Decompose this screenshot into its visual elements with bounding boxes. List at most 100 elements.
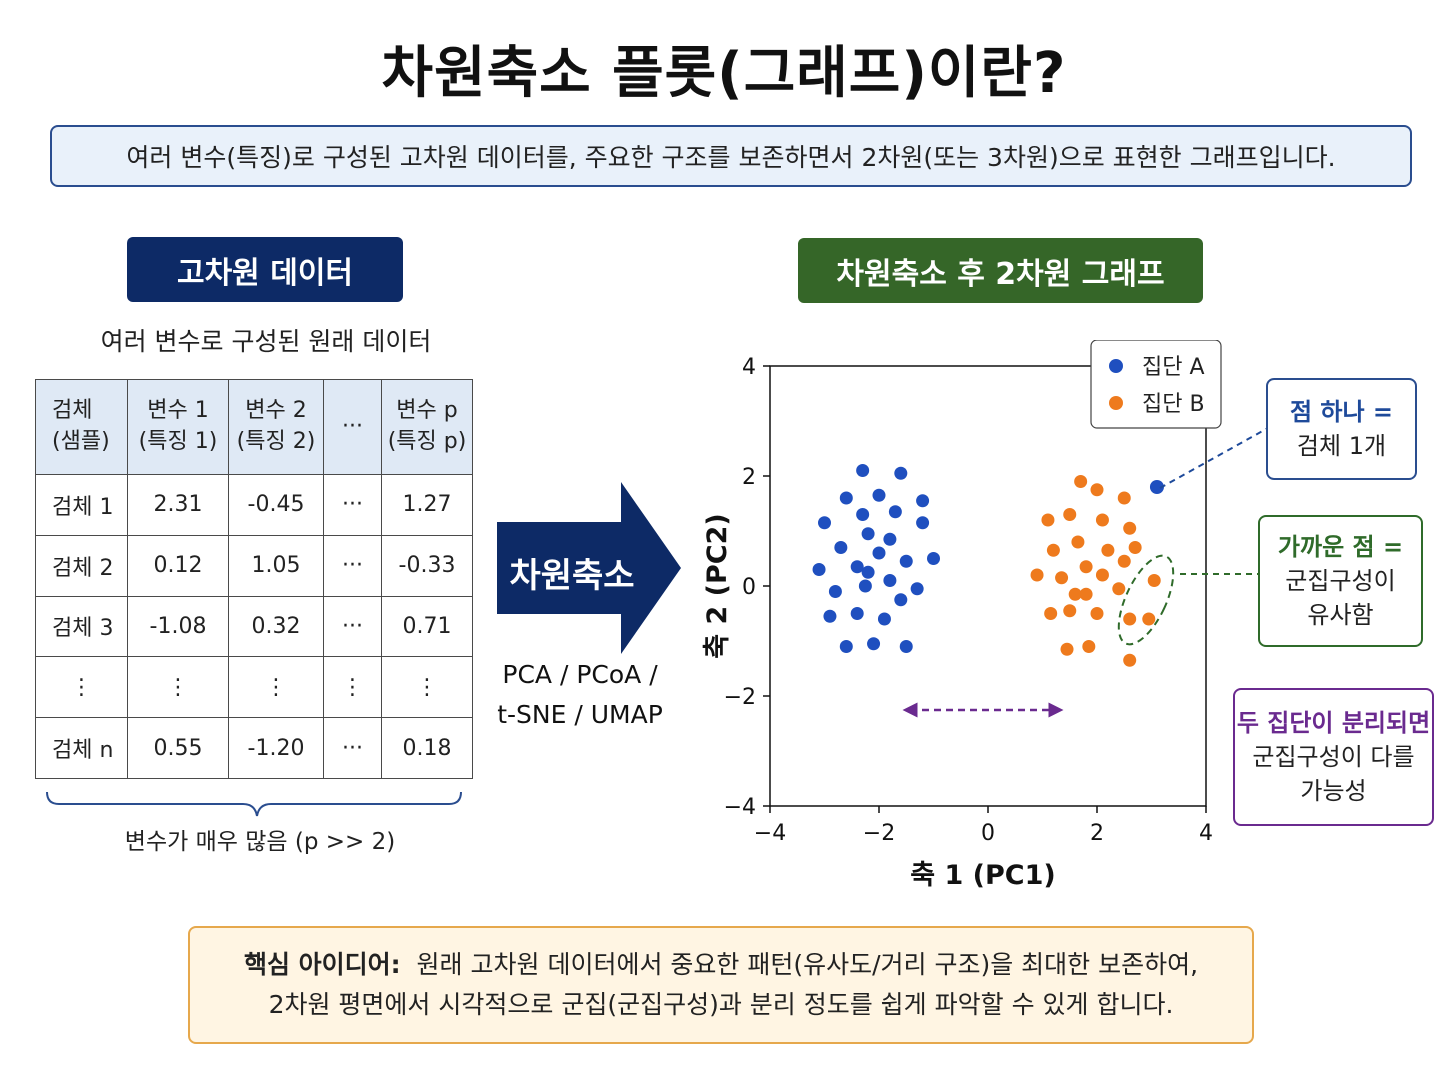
table-cell: ⋮ xyxy=(228,656,324,719)
point-group-a xyxy=(910,582,924,596)
point-group-a xyxy=(834,541,848,554)
point-group-b xyxy=(1046,543,1060,557)
reduced-graph-header: 차원축소 후 2차원 그래프 xyxy=(798,238,1203,303)
table-cell: -0.33 xyxy=(381,534,473,597)
reduction-arrow-icon xyxy=(497,482,681,654)
subtitle-box: 여러 변수(특징)로 구성된 고차원 데이터를, 주요한 구조를 보존하면서 2… xyxy=(50,125,1412,187)
point-group-b xyxy=(1112,582,1126,596)
table-cell: ··· xyxy=(323,474,382,536)
point-group-a xyxy=(839,491,853,505)
callout-close-points: 가까운 점 = 군집구성이 유사함 xyxy=(1258,515,1423,647)
point-group-b xyxy=(1030,568,1044,582)
table-cell: -0.45 xyxy=(228,474,324,536)
point-group-a xyxy=(828,585,842,598)
table-cell: 2.31 xyxy=(127,474,229,536)
table-cell: ⋮ xyxy=(127,656,229,719)
legend-marker-b xyxy=(1109,396,1123,410)
close-points-ellipse xyxy=(1117,554,1175,646)
callout-body: 군집구성이 다를 xyxy=(1252,743,1415,771)
point-group-b xyxy=(1147,574,1161,587)
point-group-a xyxy=(839,640,853,653)
point-group-a xyxy=(894,466,908,480)
table-cell: 검체 2 xyxy=(35,534,128,597)
callout-body: 유사함 xyxy=(1307,601,1374,629)
callout-body: 군집구성이 xyxy=(1285,567,1396,595)
point-group-b xyxy=(1071,535,1085,549)
key-idea-line-1: 핵심 아이디어: 원래 고차원 데이터에서 중요한 패턴(유사도/거리 구조)을… xyxy=(243,950,1199,979)
legend-marker-a xyxy=(1109,359,1123,373)
callout-body: 가능성 xyxy=(1300,777,1367,805)
point-group-b xyxy=(1068,587,1082,601)
point-group-a xyxy=(883,574,897,587)
data-points xyxy=(812,464,1164,667)
x-tick-label: −2 xyxy=(863,821,895,846)
x-tick-label: 0 xyxy=(981,821,995,846)
table-row: 검체 n 0.55 -1.20 ··· 0.18 xyxy=(35,717,473,779)
point-group-b xyxy=(1060,642,1074,656)
y-axis: 4 2 0 −2 −4 xyxy=(724,355,770,820)
point-group-a xyxy=(861,565,875,579)
callout-head: 점 하나 = xyxy=(1289,398,1394,426)
y-tick-label: 4 xyxy=(742,355,756,380)
point-group-b xyxy=(1063,508,1077,521)
point-group-b xyxy=(1090,483,1104,497)
point-group-a xyxy=(812,563,826,576)
table-row: 검체 1 2.31 -0.45 ··· 1.27 xyxy=(35,474,473,536)
point-group-a xyxy=(927,552,940,565)
table-cell: 검체 3 xyxy=(35,595,128,658)
header-cell-sample: 검체 (샘플) xyxy=(35,379,128,475)
point-group-a xyxy=(850,607,864,620)
point-group-b xyxy=(1095,568,1109,582)
point-group-b xyxy=(1142,612,1156,626)
table-cell: ⋮ xyxy=(381,656,473,719)
point-group-a xyxy=(872,488,886,502)
point-group-b xyxy=(1074,475,1088,488)
table-cell: 검체 1 xyxy=(35,474,128,536)
header-cell-var1: 변수 1 (특징 1) xyxy=(127,379,229,475)
table-cell: 1.05 xyxy=(228,534,324,597)
point-group-a xyxy=(877,612,891,626)
high-dim-data-header: 고차원 데이터 xyxy=(127,237,403,302)
callout-body: 검체 1개 xyxy=(1296,432,1387,460)
scatter-plot: −4 −2 0 2 4 4 2 0 −2 −4 축 1 (PC1) 축 2 (PC2) 집단 A… xyxy=(702,340,1222,891)
point-group-a xyxy=(867,637,881,651)
point-group-a xyxy=(899,640,913,653)
table-cell: -1.20 xyxy=(228,717,324,779)
x-axis: −4 −2 0 2 4 xyxy=(754,806,1213,846)
x-tick-label: 4 xyxy=(1199,821,1213,846)
point-group-b xyxy=(1101,543,1115,557)
method-line-1: PCA / PCoA / xyxy=(502,660,658,689)
x-tick-label: −4 xyxy=(754,821,786,846)
point-group-b xyxy=(1128,541,1142,554)
subtitle-text: 여러 변수(특징)로 구성된 고차원 데이터를, 주요한 구조를 보존하면서 2… xyxy=(126,143,1336,172)
callout-head: 가까운 점 = xyxy=(1277,533,1404,561)
method-line-2: t-SNE / UMAP xyxy=(497,700,663,729)
point-group-b xyxy=(1063,604,1077,618)
table-cell: ··· xyxy=(323,595,382,658)
x-tick-label: 2 xyxy=(1090,821,1104,846)
point-group-a xyxy=(916,494,930,508)
point-group-a xyxy=(888,505,902,519)
point-group-a xyxy=(858,579,872,593)
plot-legend: 집단 A 집단 B xyxy=(1090,340,1222,429)
highlighted-point xyxy=(1149,480,1164,494)
y-tick-label: −4 xyxy=(724,795,756,820)
point-group-a xyxy=(894,593,908,607)
table-cell: 0.71 xyxy=(381,595,473,658)
key-idea-line-2: 2차원 평면에서 시각적으로 군집(군집구성)과 분리 정도를 쉽게 파악할 수… xyxy=(268,990,1174,1019)
table-cell: 0.32 xyxy=(228,595,324,658)
table-cell: -1.08 xyxy=(127,595,229,658)
x-axis-label: 축 1 (PC1) xyxy=(910,860,1056,891)
point-group-b xyxy=(1117,491,1131,505)
point-group-b xyxy=(1123,653,1137,667)
method-list: PCA / PCoA / t-SNE / UMAP xyxy=(490,655,670,735)
point-group-b xyxy=(1079,587,1093,601)
table-cell: ⋮ xyxy=(35,656,128,719)
point-group-b xyxy=(1041,513,1055,527)
brace-caption: 변수가 매우 많음 (p >> 2) xyxy=(124,829,396,855)
legend-label-a: 집단 A xyxy=(1142,355,1205,380)
point-group-a xyxy=(916,516,930,530)
point-group-b xyxy=(1055,571,1069,585)
point-group-a xyxy=(899,554,913,568)
table-cell: ⋮ xyxy=(323,656,382,719)
